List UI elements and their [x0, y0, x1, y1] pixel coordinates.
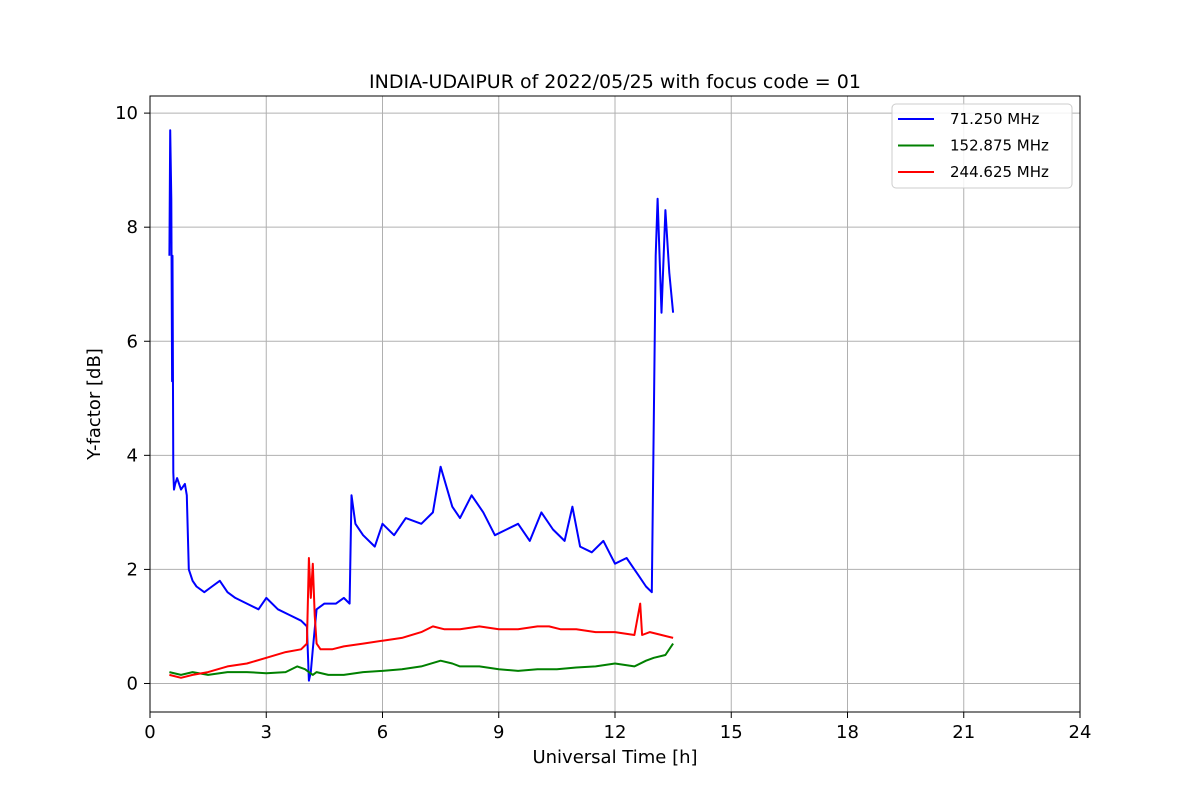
- y-tick-label: 2: [127, 559, 138, 580]
- y-axis-label: Y-factor [dB]: [84, 348, 105, 461]
- legend-label-0: 71.250 MHz: [950, 110, 1039, 128]
- y-tick-label: 8: [127, 217, 138, 238]
- y-tick-label: 10: [115, 103, 138, 124]
- x-tick-label: 9: [493, 722, 504, 743]
- series-line-1: [169, 643, 674, 676]
- legend-label-2: 244.625 MHz: [950, 163, 1049, 181]
- x-tick-label: 6: [377, 722, 388, 743]
- y-tick-label: 0: [127, 673, 138, 694]
- series-line-2: [169, 557, 674, 679]
- legend-label-1: 152.875 MHz: [950, 137, 1049, 155]
- x-tick-label: 18: [836, 722, 859, 743]
- x-tick-label: 24: [1069, 722, 1092, 743]
- legend-box: [891, 103, 1073, 189]
- x-tick-label: 15: [720, 722, 743, 743]
- x-tick-label: 0: [144, 722, 155, 743]
- legend: 71.250 MHz 152.875 MHz 244.625 MHz: [891, 103, 1073, 189]
- x-axis-label: Universal Time [h]: [532, 747, 697, 768]
- y-tick-label: 6: [127, 331, 138, 352]
- x-tick-label: 3: [261, 722, 272, 743]
- x-tick-label: 12: [604, 722, 627, 743]
- x-tick-label: 21: [952, 722, 975, 743]
- y-tick-label: 4: [127, 445, 138, 466]
- chart-title: INDIA-UDAIPUR of 2022/05/25 with focus c…: [369, 71, 861, 93]
- series-line-0: [168, 129, 675, 682]
- plot-series: [168, 129, 675, 682]
